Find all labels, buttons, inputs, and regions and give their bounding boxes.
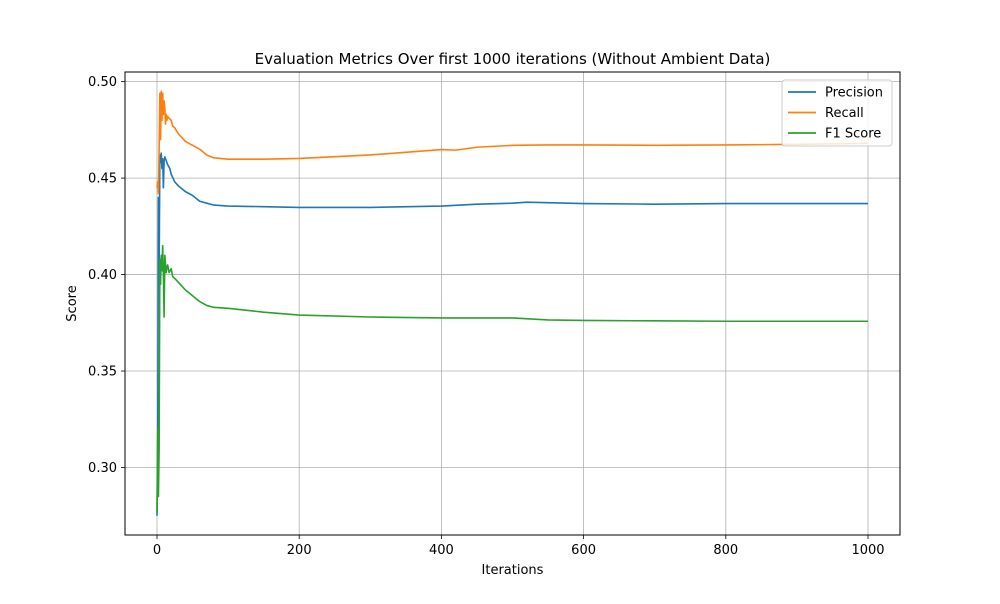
x-axis-label: Iterations (482, 563, 544, 578)
y-tick-label: 0.30 (88, 461, 117, 476)
x-tick-label: 400 (429, 543, 454, 558)
legend-box (781, 79, 893, 147)
plot-frame (124, 71, 901, 536)
legend-label-recall: Recall (825, 106, 864, 121)
x-tick-label: 800 (713, 543, 738, 558)
y-axis-label: Score (65, 285, 80, 321)
y-tick-label: 0.35 (88, 365, 117, 380)
y-tick-label: 0.45 (88, 172, 117, 187)
x-tick-label: 1000 (851, 543, 884, 558)
series-line-recall (156, 90, 869, 195)
legend-label-f1-score: F1 Score (825, 127, 881, 142)
y-tick-label: 0.50 (88, 75, 117, 90)
legend-label-precision: Precision (825, 86, 883, 101)
x-tick-label: 0 (153, 543, 161, 558)
series-line-f1-score (156, 244, 868, 512)
y-tick-label: 0.40 (88, 268, 117, 283)
axis-ticks: 0 200 400 600 800 1000 0.30 0.35 0.40 0.45 0.50 (88, 75, 885, 558)
legend: Precision Recall F1 Score (781, 79, 893, 147)
series-lines (156, 90, 869, 516)
chart-title: Evaluation Metrics Over first 1000 itera… (255, 50, 771, 68)
x-tick-label: 600 (571, 543, 596, 558)
x-tick-label: 200 (287, 543, 312, 558)
series-line-precision (156, 152, 868, 516)
